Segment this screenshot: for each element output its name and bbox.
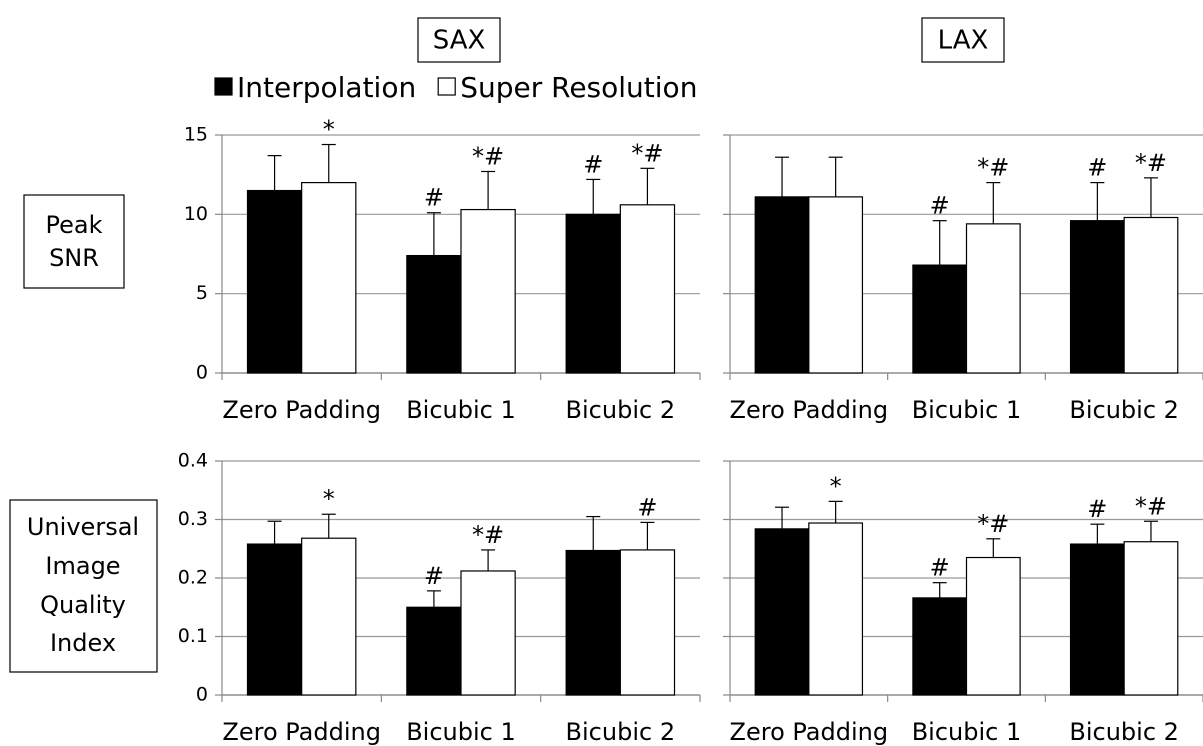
x-tick-label: Bicubic 2 (566, 396, 676, 424)
x-tick-label: Bicubic 1 (406, 396, 516, 424)
annotation: *# (977, 154, 1009, 182)
legend-swatch (437, 77, 456, 96)
legend-label: Interpolation (237, 71, 416, 104)
bar (301, 537, 357, 696)
bar (246, 543, 303, 696)
x-tick-label: Zero Padding (730, 396, 889, 424)
column-title-box (417, 17, 501, 63)
bar (1069, 543, 1125, 696)
legend-label: Super Resolution (460, 71, 697, 104)
annotation: # (424, 562, 444, 590)
bar (619, 204, 676, 374)
bar (808, 196, 864, 374)
annotation: # (424, 184, 444, 212)
bar (301, 182, 357, 374)
bar (912, 597, 968, 696)
y-tick-label: 0.1 (178, 625, 208, 647)
y-tick-label: 0 (196, 362, 208, 384)
annotation: *# (1135, 492, 1167, 520)
row-label: Quality (40, 591, 126, 619)
x-tick-label: Bicubic 1 (406, 718, 516, 746)
bar (460, 208, 516, 374)
row-label: Index (50, 629, 116, 657)
bar (1123, 541, 1179, 696)
annotation: # (1087, 154, 1107, 182)
y-tick-label: 5 (196, 282, 208, 304)
x-tick-label: Bicubic 1 (912, 396, 1022, 424)
x-tick-label: Bicubic 2 (1069, 396, 1179, 424)
bar (1069, 220, 1125, 374)
legend-swatch (214, 77, 233, 96)
annotation: # (637, 493, 657, 521)
annotation: * (323, 485, 335, 513)
annotation: *# (472, 521, 504, 549)
column-title-box (921, 17, 1005, 63)
column-title: SAX (433, 26, 486, 56)
row-label: Image (45, 552, 120, 580)
y-tick-label: 0.4 (178, 450, 208, 472)
bar (965, 223, 1021, 374)
x-tick-label: Bicubic 1 (912, 718, 1022, 746)
annotation: *# (977, 510, 1009, 538)
row-label: SNR (49, 244, 99, 272)
bar (460, 570, 516, 696)
x-tick-label: Zero Padding (730, 718, 889, 746)
y-tick-label: 0.2 (178, 567, 208, 589)
bar (565, 213, 621, 374)
row-label-box (23, 194, 125, 289)
annotation: # (930, 192, 950, 220)
annotation: # (583, 150, 603, 178)
x-tick-label: Bicubic 2 (566, 718, 676, 746)
x-tick-label: Zero Padding (222, 718, 381, 746)
bar (619, 549, 676, 696)
x-tick-label: Bicubic 2 (1069, 718, 1179, 746)
bar (1123, 216, 1179, 374)
row-label: Peak (46, 211, 103, 239)
column-title: LAX (938, 26, 989, 56)
y-tick-label: 15 (184, 124, 208, 146)
y-tick-label: 0 (196, 684, 208, 706)
annotation: # (930, 554, 950, 582)
row-label-box (9, 499, 158, 673)
bar (406, 606, 462, 696)
bar (246, 189, 303, 374)
annotation: *# (1135, 149, 1167, 177)
x-tick-label: Zero Padding (222, 396, 381, 424)
annotation: * (830, 472, 842, 500)
annotation: *# (631, 139, 663, 167)
bar (965, 556, 1021, 696)
bar (754, 196, 810, 374)
bar (406, 254, 462, 374)
bar (808, 522, 864, 696)
y-tick-label: 10 (184, 203, 208, 225)
bar (754, 528, 810, 696)
bar (912, 264, 968, 374)
annotation: *# (472, 142, 504, 170)
annotation: * (323, 116, 335, 144)
row-label: Universal (27, 513, 139, 541)
bar (565, 549, 621, 696)
annotation: # (1087, 495, 1107, 523)
y-tick-label: 0.3 (178, 508, 208, 530)
